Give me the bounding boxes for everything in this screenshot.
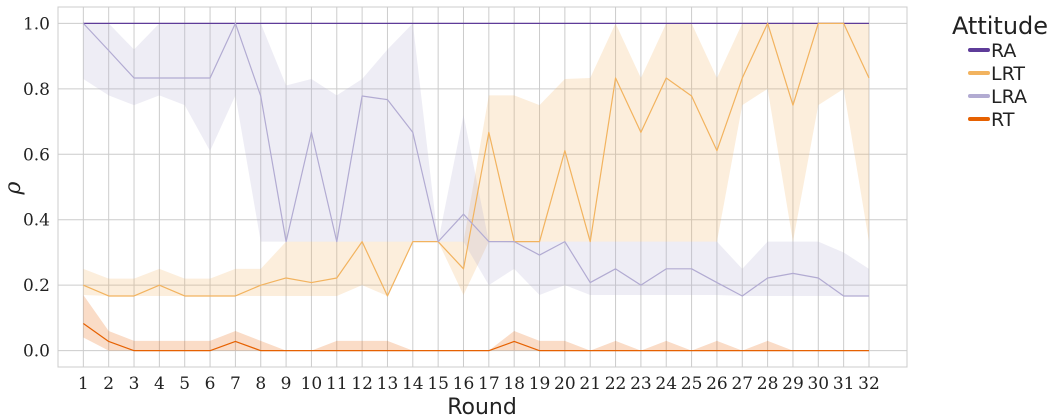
y-tick-labels: 0.0 0.2 0.4 0.6 0.8 1.0	[23, 14, 50, 361]
y-tick-label: 0.2	[23, 276, 50, 296]
x-tick-label: 13	[377, 374, 399, 394]
x-tick-label: 28	[757, 374, 779, 394]
x-tick-label: 16	[453, 374, 475, 394]
legend-label-ra: RA	[991, 40, 1016, 62]
x-tick-label: 25	[681, 374, 703, 394]
x-tick-label: 18	[503, 374, 525, 394]
y-tick-label: 0.0	[23, 342, 50, 362]
x-tick-label: 27	[731, 374, 753, 394]
lrt-line	[83, 22, 870, 297]
plot-background	[58, 7, 907, 367]
confidence-bands	[83, 23, 869, 351]
x-tick-label: 9	[281, 374, 292, 394]
y-tick-label: 0.8	[23, 80, 50, 100]
x-tick-label: 7	[230, 374, 241, 394]
x-tick-label: 24	[655, 374, 677, 394]
lrt-band	[83, 23, 869, 296]
x-tick-label: 14	[402, 374, 424, 394]
x-tick-label: 12	[351, 374, 373, 394]
legend-title: Attitude	[952, 12, 1048, 40]
x-tick-label: 20	[554, 374, 576, 394]
x-tick-label: 15	[427, 374, 449, 394]
x-tick-label: 31	[833, 374, 855, 394]
legend-label-lrt: LRT	[991, 63, 1025, 85]
x-tick-label: 3	[129, 374, 140, 394]
x-tick-label: 32	[858, 374, 880, 394]
y-axis-label: ρ	[1, 181, 26, 195]
x-tick-label: 29	[782, 374, 804, 394]
y-tick-label: 0.6	[23, 145, 50, 165]
lra-band	[83, 23, 869, 296]
rt-line	[82, 322, 869, 352]
legend-label-lra: LRA	[991, 86, 1027, 108]
x-tick-label: 19	[529, 374, 551, 394]
x-tick-label: 1	[78, 374, 89, 394]
x-tick-label: 17	[478, 374, 500, 394]
legend-label-rt: RT	[991, 109, 1015, 131]
x-axis-label: Round	[447, 395, 517, 420]
plot-frame	[57, 6, 908, 368]
x-tick-label: 5	[179, 374, 190, 394]
rt-band	[83, 295, 869, 351]
x-tick-label: 21	[579, 374, 601, 394]
x-tick-label: 11	[326, 374, 348, 394]
x-tick-label: 23	[630, 374, 652, 394]
x-tick-label: 26	[706, 374, 728, 394]
x-tick-label: 8	[255, 374, 266, 394]
x-tick-label: 6	[205, 374, 216, 394]
x-tick-labels: 1 2 3 4 5 6 7 8 9 10 11 12 13 14 15 16 17 18 19 20 21 22 23 24 2…	[78, 374, 880, 394]
x-tick-label: 4	[154, 374, 165, 394]
x-tick-label: 22	[605, 374, 627, 394]
series-lines	[82, 22, 870, 352]
x-tick-label: 10	[301, 374, 323, 394]
y-tick-label: 0.4	[23, 211, 50, 231]
x-tick-label: 30	[807, 374, 829, 394]
y-tick-label: 1.0	[23, 14, 50, 34]
x-tick-label: 2	[103, 374, 114, 394]
lra-line	[82, 22, 869, 297]
